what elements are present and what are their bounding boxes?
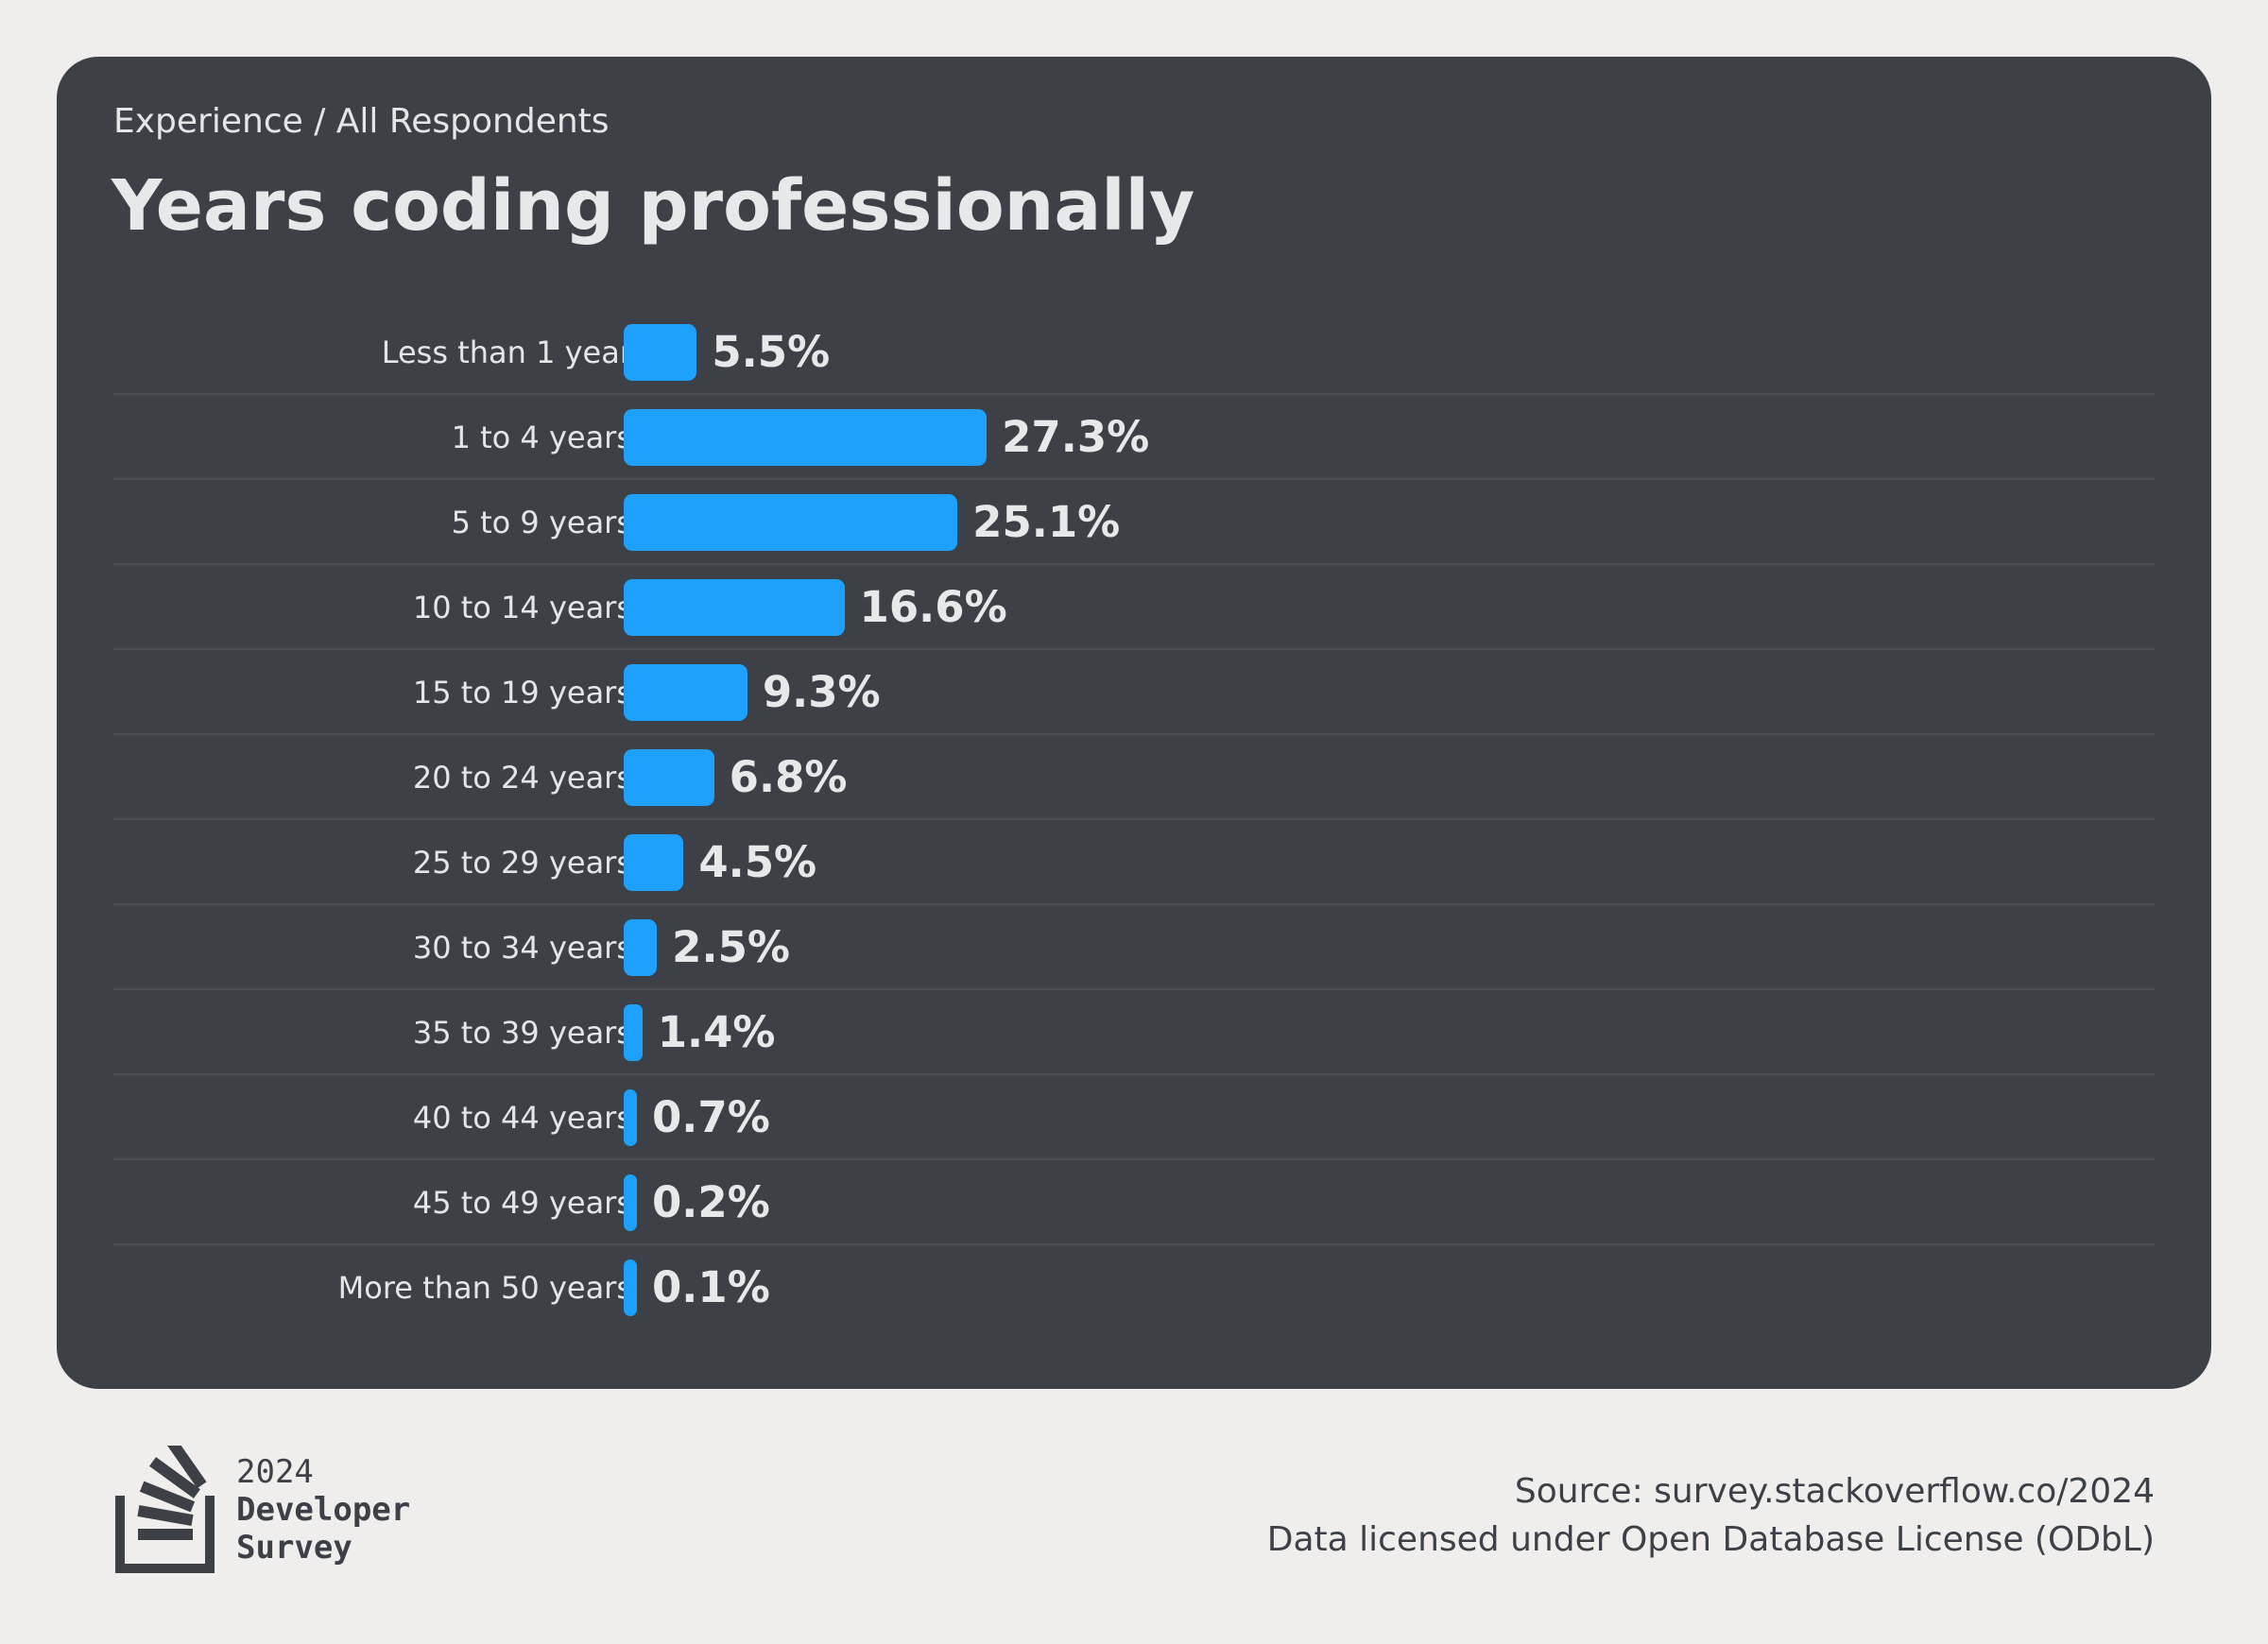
- stack-overflow-logo-icon: [115, 1446, 215, 1573]
- bar-row: 35 to 39 years 1.4%: [113, 990, 2155, 1075]
- category-label: 20 to 24 years: [412, 760, 632, 796]
- category-label: 15 to 19 years: [412, 675, 632, 711]
- bar-rows: Less than 1 year 5.5% 1 to 4 years 27.3% 5 t…: [113, 310, 2155, 1330]
- bar: [624, 1004, 643, 1061]
- bar-row: 25 to 29 years 4.5%: [113, 820, 2155, 905]
- bar-row: 40 to 44 years 0.7%: [113, 1075, 2155, 1160]
- value-label: 9.3%: [762, 667, 881, 717]
- bar: [624, 834, 684, 891]
- source-text: Source: survey.stackoverflow.co/2024: [1514, 1472, 2155, 1511]
- bar-row: 45 to 49 years 0.2%: [113, 1160, 2155, 1245]
- bar-row: 10 to 14 years 16.6%: [113, 565, 2155, 650]
- brand-year: 2024: [236, 1453, 314, 1491]
- value-label: 16.6%: [859, 582, 1007, 632]
- value-label: 6.8%: [729, 752, 848, 802]
- chart-title: Years coding professionally: [112, 165, 1195, 247]
- category-label: More than 50 years: [337, 1270, 632, 1306]
- category-label: 5 to 9 years: [451, 505, 632, 540]
- value-label: 0.7%: [652, 1092, 770, 1142]
- value-label: 0.1%: [652, 1262, 770, 1312]
- bar: [624, 324, 697, 381]
- value-label: 27.3%: [1002, 412, 1150, 462]
- category-label: 25 to 29 years: [412, 845, 632, 881]
- breadcrumb: Experience / All Respondents: [113, 102, 610, 141]
- chart-card: Experience / All Respondents Years codin…: [57, 57, 2211, 1389]
- developer-survey-brand: 2024 Developer Survey: [236, 1453, 410, 1567]
- bar-row: Less than 1 year 5.5%: [113, 310, 2155, 395]
- value-label: 25.1%: [972, 497, 1121, 547]
- source-note: Source: survey.stackoverflow.co/2024 Dat…: [1267, 1467, 2155, 1564]
- category-label: 35 to 39 years: [412, 1015, 632, 1051]
- category-label: 10 to 14 years: [412, 590, 632, 625]
- category-label: Less than 1 year: [381, 334, 632, 370]
- bar: [624, 1259, 637, 1316]
- bar-row: 1 to 4 years 27.3%: [113, 395, 2155, 480]
- category-label: 45 to 49 years: [412, 1185, 632, 1221]
- bar: [624, 1089, 637, 1146]
- bar-row: 5 to 9 years 25.1%: [113, 480, 2155, 565]
- bar: [624, 579, 845, 636]
- license-text: Data licensed under Open Database Licens…: [1266, 1520, 2155, 1559]
- brand-line2: Survey: [236, 1529, 352, 1567]
- bar-row: More than 50 years 0.1%: [113, 1245, 2155, 1330]
- bar: [624, 749, 714, 806]
- bar-row: 30 to 34 years 2.5%: [113, 905, 2155, 990]
- bar: [624, 494, 958, 551]
- bar: [624, 919, 658, 976]
- bar: [624, 664, 747, 721]
- bar: [624, 409, 988, 466]
- category-label: 40 to 44 years: [412, 1100, 632, 1136]
- value-label: 4.5%: [698, 837, 817, 887]
- value-label: 0.2%: [652, 1177, 770, 1227]
- category-label: 1 to 4 years: [451, 420, 632, 455]
- bar-row: 20 to 24 years 6.8%: [113, 735, 2155, 820]
- bar-row: 15 to 19 years 9.3%: [113, 650, 2155, 735]
- value-label: 2.5%: [672, 922, 790, 972]
- brand-line1: Developer: [236, 1491, 411, 1529]
- bar: [624, 1174, 637, 1231]
- value-label: 1.4%: [657, 1007, 776, 1057]
- value-label: 5.5%: [712, 327, 831, 377]
- category-label: 30 to 34 years: [412, 930, 632, 966]
